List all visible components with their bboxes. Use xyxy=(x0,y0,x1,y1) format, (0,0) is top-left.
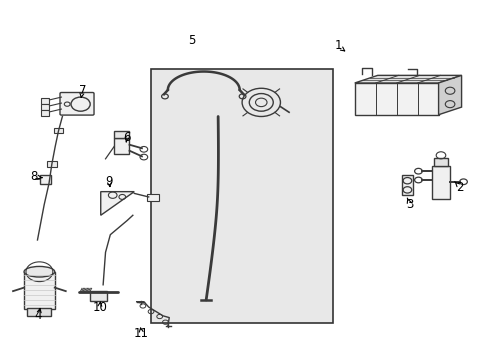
Bar xyxy=(40,175,51,184)
Text: 7: 7 xyxy=(79,84,86,96)
Bar xyxy=(431,166,448,199)
Bar xyxy=(47,161,57,167)
Bar xyxy=(54,128,63,134)
Bar xyxy=(41,110,49,116)
Bar xyxy=(24,272,55,309)
Bar xyxy=(27,308,51,316)
Bar xyxy=(114,138,129,154)
Ellipse shape xyxy=(24,266,55,277)
Polygon shape xyxy=(438,75,461,115)
Text: 11: 11 xyxy=(134,327,149,340)
FancyBboxPatch shape xyxy=(60,93,94,115)
Text: 6: 6 xyxy=(123,131,131,144)
Bar xyxy=(147,194,159,201)
Text: 8: 8 xyxy=(30,170,37,183)
Bar xyxy=(89,291,107,301)
Text: 1: 1 xyxy=(333,40,341,53)
Text: 10: 10 xyxy=(92,301,107,314)
Bar xyxy=(401,175,412,195)
Text: 5: 5 xyxy=(188,34,195,47)
Polygon shape xyxy=(354,75,461,83)
Text: 3: 3 xyxy=(406,198,413,211)
Bar xyxy=(114,131,128,138)
Bar xyxy=(354,83,438,115)
Bar xyxy=(41,98,49,104)
Text: 9: 9 xyxy=(105,175,113,188)
Bar xyxy=(433,158,447,166)
Bar xyxy=(41,104,49,110)
Text: 2: 2 xyxy=(455,181,463,194)
Bar xyxy=(151,69,332,323)
Text: 4: 4 xyxy=(35,309,42,322)
Polygon shape xyxy=(101,192,134,215)
